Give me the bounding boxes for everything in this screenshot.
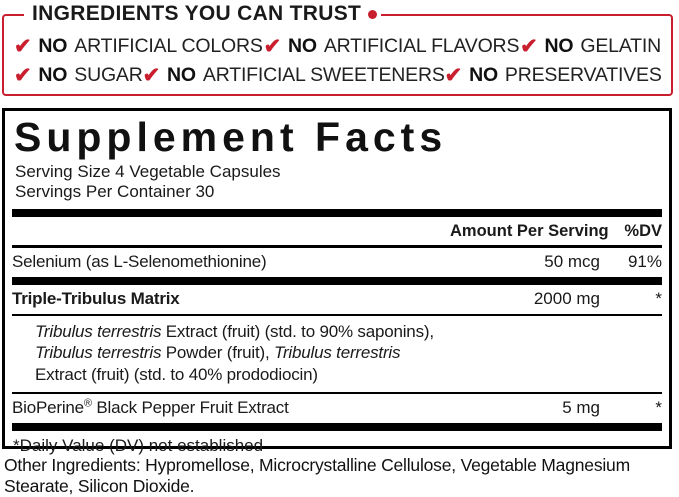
- header-percent-dv: %DV: [624, 222, 662, 240]
- servings-per-container: Servings Per Container 30: [15, 182, 215, 201]
- daily-value-footnote: *Daily Value (DV) not established: [13, 435, 264, 455]
- checkmark-icon: ✔: [14, 64, 32, 87]
- supplement-facts-title: Supplement Facts: [14, 114, 448, 160]
- ingredient-name: BioPerine® Black Pepper Fruit Extract: [12, 396, 485, 418]
- matrix-description-line-3: Extract (fruit) (std. to 40% prododiocin…: [35, 364, 662, 386]
- ingredient-amount: 50 mcg: [544, 252, 600, 271]
- species-name: Tribulus terrestris: [35, 343, 162, 362]
- divider-thick: [12, 209, 662, 217]
- trust-banner-title-text: INGREDIENTS YOU CAN TRUST: [32, 2, 362, 25]
- claim-text: GELATIN: [580, 35, 661, 57]
- claim-text: ARTIFICIAL COLORS: [74, 35, 263, 57]
- ingredient-dv: *: [655, 289, 662, 308]
- claim-no-label: NO: [544, 35, 574, 57]
- claim-no-label: NO: [167, 64, 196, 86]
- trust-banner-title: INGREDIENTS YOU CAN TRUST: [24, 2, 382, 25]
- ingredient-dv: *: [655, 397, 662, 417]
- checkmark-icon: ✔: [14, 35, 32, 58]
- claims-row-2: ✔ NO SUGAR ✔ NO ARTIFICIAL SWEETENERS ✔ …: [4, 62, 671, 87]
- claim-text: SUGAR: [74, 64, 143, 86]
- claim-no-sugar: ✔ NO SUGAR: [14, 62, 143, 87]
- description-text: Extract (fruit) (std. to 40% prododiocin…: [35, 364, 318, 384]
- claim-no-gelatin: ✔ NO GELATIN: [520, 33, 661, 58]
- claim-no-label: NO: [469, 64, 498, 86]
- species-name: Tribulus terrestris: [274, 343, 401, 362]
- claim-text: ARTIFICIAL SWEETENERS: [202, 64, 445, 86]
- claim-no-label: NO: [287, 35, 317, 57]
- ingredient-name: Selenium (as L-Selenomethionine): [12, 252, 267, 271]
- ingredient-dv: 91%: [627, 252, 662, 271]
- ingredient-amount: 2000 mg: [533, 289, 600, 308]
- supplement-facts-panel: Supplement Facts Serving Size 4 Vegetabl…: [2, 108, 672, 455]
- claim-no-artificial-flavors: ✔ NO ARTIFICIAL FLAVORS: [264, 33, 520, 58]
- divider-thick: [12, 422, 662, 431]
- divider-medium: [12, 245, 662, 248]
- claims-row-1: ✔ NO ARTIFICIAL COLORS ✔ NO ARTIFICIAL F…: [4, 33, 671, 58]
- divider-thin: [12, 392, 662, 394]
- checkmark-icon: ✔: [520, 35, 538, 58]
- checkmark-icon: ✔: [142, 64, 161, 87]
- claim-no-preservatives: ✔ NO PRESERVATIVES: [445, 62, 662, 87]
- trust-banner: INGREDIENTS YOU CAN TRUST ✔ NO ARTIFICIA…: [2, 3, 673, 96]
- claim-text: PRESERVATIVES: [504, 64, 662, 86]
- claim-no-artificial-colors: ✔ NO ARTIFICIAL COLORS: [14, 33, 263, 58]
- other-ingredients: Other Ingredients: Hypromellose, Microcr…: [4, 455, 630, 496]
- ingredient-name: Triple-Tribulus Matrix: [12, 289, 180, 308]
- matrix-description: Tribulus terrestris Extract (fruit) (std…: [12, 316, 662, 393]
- ingredient-name-rest: Black Pepper Fruit Extract: [91, 397, 289, 417]
- table-row-bioperine: BioPerine® Black Pepper Fruit Extract 5 …: [12, 394, 662, 423]
- matrix-description-line-1: Tribulus terrestris Extract (fruit) (std…: [35, 321, 662, 343]
- serving-size: Serving Size 4 Vegetable Capsules: [15, 162, 281, 181]
- description-text: Extract (fruit) (std. to 90% saponins),: [161, 321, 434, 341]
- claim-text: ARTIFICIAL FLAVORS: [323, 35, 520, 57]
- claim-no-label: NO: [38, 64, 68, 86]
- table-row-tribulus-matrix: Triple-Tribulus Matrix 2000 mg *: [12, 285, 662, 314]
- divider-thick: [12, 277, 662, 285]
- brand-name: BioPerine: [12, 397, 84, 417]
- checkmark-icon: ✔: [263, 35, 282, 58]
- ingredient-amount: 5 mg: [562, 397, 600, 417]
- red-dot-icon: [368, 9, 378, 19]
- claim-no-artificial-sweeteners: ✔ NO ARTIFICIAL SWEETENERS: [143, 62, 445, 87]
- matrix-description-line-2: Tribulus terrestris Powder (fruit), Trib…: [35, 342, 662, 364]
- table-row-selenium: Selenium (as L-Selenomethionine) 50 mcg …: [12, 248, 662, 277]
- description-text: Powder (fruit),: [161, 343, 275, 362]
- checkmark-icon: ✔: [444, 64, 463, 87]
- registered-trademark-icon: ®: [83, 396, 92, 409]
- divider-thin: [12, 314, 662, 316]
- table-header-row: Amount Per Serving %DV: [12, 217, 662, 245]
- species-name: Tribulus terrestris: [35, 321, 162, 341]
- claim-no-label: NO: [38, 35, 68, 57]
- header-amount-per-serving: Amount Per Serving: [450, 222, 609, 240]
